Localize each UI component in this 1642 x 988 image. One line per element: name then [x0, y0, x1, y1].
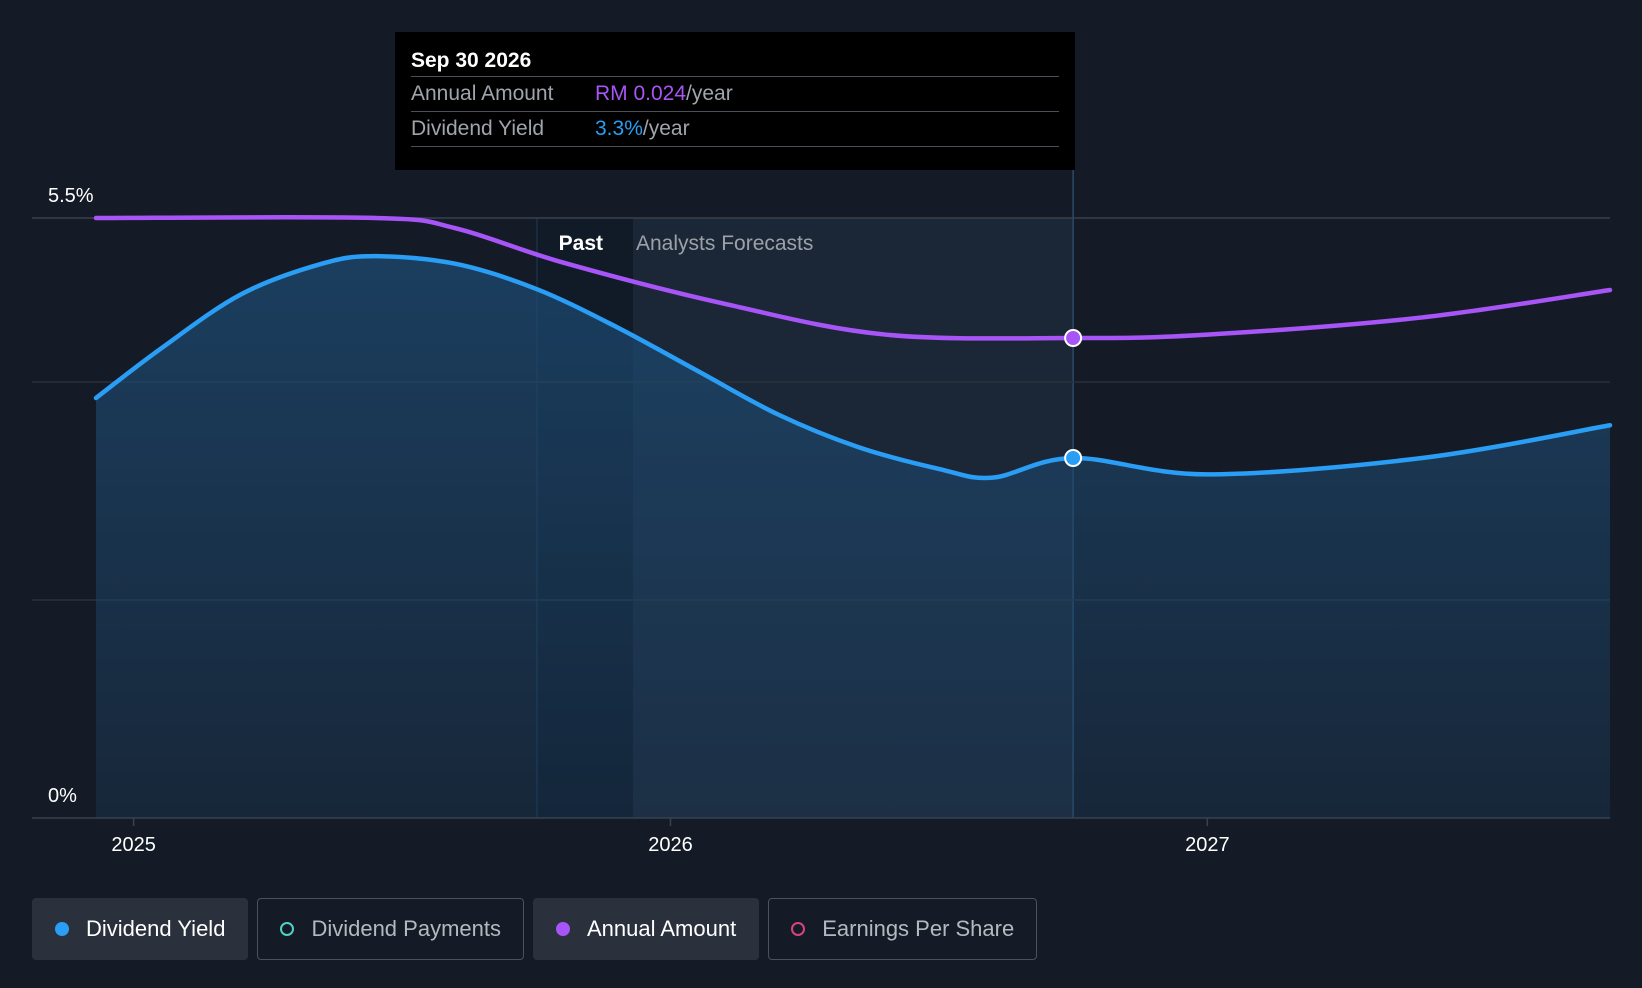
past-label: Past [559, 232, 603, 255]
tooltip-label: Annual Amount [411, 82, 554, 105]
legend-earnings-per-share[interactable]: Earnings Per Share [768, 898, 1038, 960]
legend-label: Annual Amount [586, 916, 737, 941]
legend-annual-amount[interactable]: Annual Amount [532, 898, 760, 960]
dividend-chart: 5.5% 0% 2025 2026 2027 Past Analysts Forecasts [32, 170, 1613, 856]
legend-dot-icon [55, 922, 69, 936]
x-tick-label: 2027 [1185, 834, 1230, 856]
tooltip-suffix: /year [686, 82, 733, 105]
legend-dividend-payments[interactable]: Dividend Payments [257, 898, 524, 960]
tooltip-suffix: /year [642, 117, 690, 140]
legend-ring-icon [280, 922, 295, 936]
y-tick-label: 0% [48, 785, 77, 807]
legend-dot-icon [555, 922, 570, 936]
chart-tooltip: Sep 30 2026 Annual Amount RM 0.024 /year… [395, 32, 1075, 170]
y-tick-label: 5.5% [48, 185, 94, 207]
tooltip-label: Dividend Yield [411, 117, 545, 140]
legend-ring-icon [791, 922, 806, 936]
dividend-yield-area [96, 256, 1610, 818]
annual-amount-marker [1064, 329, 1083, 347]
dividend-yield-marker [1064, 449, 1083, 467]
legend-label: Dividend Payments [311, 916, 501, 941]
chart-legend: Dividend Yield Dividend Payments Annual … [32, 898, 1038, 960]
tooltip-value: RM 0.024 [595, 82, 687, 105]
x-tick-label: 2026 [648, 834, 693, 856]
analysts-forecasts-label: Analysts Forecasts [636, 232, 813, 255]
legend-label: Earnings Per Share [822, 916, 1015, 941]
x-tick-label: 2025 [111, 834, 156, 856]
dividend-yield-line [93, 253, 1613, 481]
tooltip-row-annual-amount: Annual Amount RM 0.024 /year [411, 76, 1059, 111]
annual-amount-line [93, 214, 1613, 341]
legend-dividend-yield[interactable]: Dividend Yield [32, 898, 249, 960]
tooltip-date: Sep 30 2026 [411, 49, 532, 72]
tooltip-row-dividend-yield: Dividend Yield 3.3% /year [411, 111, 1059, 147]
tooltip-value: 3.3% [595, 117, 643, 140]
legend-label: Dividend Yield [86, 916, 226, 941]
